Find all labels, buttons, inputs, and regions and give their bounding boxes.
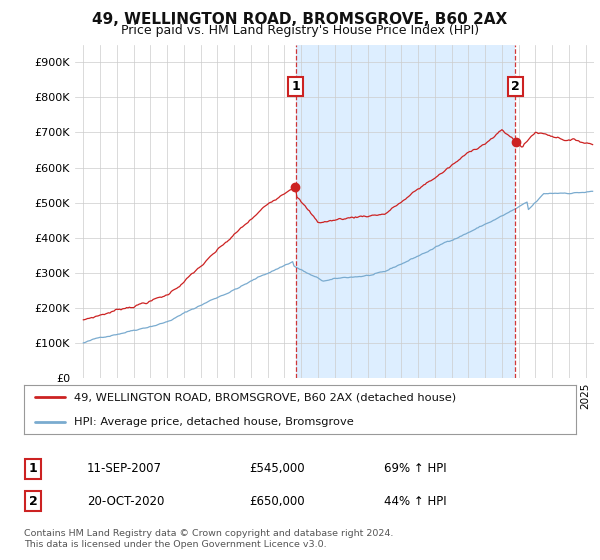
Text: 49, WELLINGTON ROAD, BROMSGROVE, B60 2AX (detached house): 49, WELLINGTON ROAD, BROMSGROVE, B60 2AX… [74,392,456,402]
Text: Price paid vs. HM Land Registry's House Price Index (HPI): Price paid vs. HM Land Registry's House … [121,24,479,37]
Text: 69% ↑ HPI: 69% ↑ HPI [384,462,446,475]
Text: 49, WELLINGTON ROAD, BROMSGROVE, B60 2AX: 49, WELLINGTON ROAD, BROMSGROVE, B60 2AX [92,12,508,27]
Text: 2: 2 [29,494,37,508]
Text: £650,000: £650,000 [249,494,305,508]
Text: 20-OCT-2020: 20-OCT-2020 [87,494,164,508]
Text: HPI: Average price, detached house, Bromsgrove: HPI: Average price, detached house, Brom… [74,417,353,427]
Text: 1: 1 [29,462,37,475]
Text: 44% ↑ HPI: 44% ↑ HPI [384,494,446,508]
Bar [296,45,515,378]
Text: £545,000: £545,000 [249,462,305,475]
Text: 2: 2 [511,80,520,93]
Text: Contains HM Land Registry data © Crown copyright and database right 2024.
This d: Contains HM Land Registry data © Crown c… [24,529,394,549]
Text: 11-SEP-2007: 11-SEP-2007 [87,462,162,475]
Text: 1: 1 [292,80,301,93]
